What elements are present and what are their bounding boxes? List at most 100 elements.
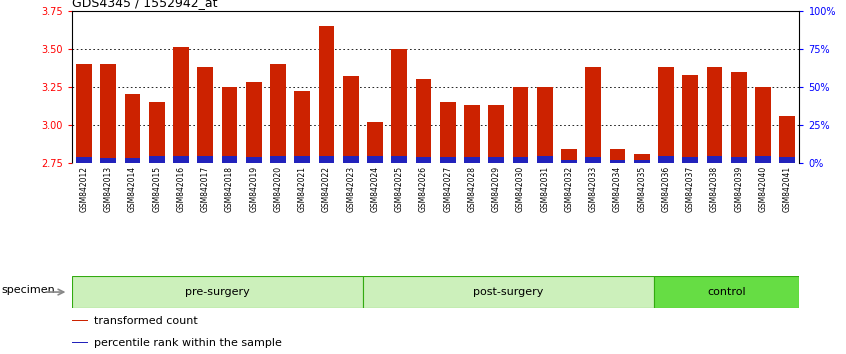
Text: pre-surgery: pre-surgery: [185, 287, 250, 297]
Text: GSM842015: GSM842015: [152, 166, 162, 212]
Bar: [197, 67, 213, 163]
Bar: [173, 47, 189, 163]
Text: GSM842023: GSM842023: [346, 166, 355, 212]
Text: GSM842031: GSM842031: [541, 166, 549, 212]
Bar: [610, 149, 625, 163]
Bar: [440, 157, 456, 163]
Text: GSM842016: GSM842016: [177, 166, 185, 212]
Bar: [779, 116, 795, 163]
Bar: [76, 64, 92, 163]
Bar: [610, 160, 625, 163]
Bar: [72, 320, 88, 321]
Bar: [654, 276, 799, 308]
Bar: [513, 87, 529, 163]
Text: GSM842038: GSM842038: [710, 166, 719, 212]
Text: GSM842032: GSM842032: [564, 166, 574, 212]
Text: GSM842027: GSM842027: [443, 166, 453, 212]
Bar: [392, 49, 407, 163]
Text: post-surgery: post-surgery: [473, 287, 544, 297]
Text: GSM842040: GSM842040: [759, 166, 767, 212]
Bar: [222, 156, 238, 163]
Text: GSM842041: GSM842041: [783, 166, 792, 212]
Bar: [101, 64, 116, 163]
Bar: [246, 82, 261, 163]
Bar: [415, 157, 431, 163]
Text: GSM842017: GSM842017: [201, 166, 210, 212]
Bar: [343, 76, 359, 163]
Bar: [561, 160, 577, 163]
Bar: [513, 157, 529, 163]
Bar: [464, 105, 480, 163]
Bar: [124, 94, 140, 163]
Text: GSM842025: GSM842025: [395, 166, 404, 212]
Bar: [488, 105, 504, 163]
Bar: [731, 72, 747, 163]
Bar: [392, 156, 407, 163]
Bar: [415, 79, 431, 163]
Text: GSM842035: GSM842035: [637, 166, 646, 212]
Bar: [197, 155, 213, 163]
Bar: [72, 276, 363, 308]
Bar: [585, 67, 602, 163]
Bar: [72, 342, 88, 343]
Text: control: control: [707, 287, 746, 297]
Text: GSM842026: GSM842026: [419, 166, 428, 212]
Text: GSM842022: GSM842022: [322, 166, 331, 212]
Bar: [634, 160, 650, 163]
Bar: [343, 156, 359, 163]
Text: transformed count: transformed count: [94, 316, 197, 326]
Bar: [270, 64, 286, 163]
Text: GSM842028: GSM842028: [468, 166, 476, 212]
Bar: [464, 157, 480, 163]
Bar: [706, 155, 722, 163]
Bar: [173, 155, 189, 163]
Text: specimen: specimen: [2, 285, 55, 296]
Bar: [124, 158, 140, 163]
Bar: [294, 91, 310, 163]
Text: GDS4345 / 1552942_at: GDS4345 / 1552942_at: [72, 0, 217, 10]
Bar: [683, 75, 698, 163]
Text: GSM842012: GSM842012: [80, 166, 89, 212]
Bar: [706, 67, 722, 163]
Text: GSM842021: GSM842021: [298, 166, 307, 212]
Bar: [149, 102, 165, 163]
Bar: [246, 157, 261, 163]
Text: GSM842034: GSM842034: [613, 166, 622, 212]
Bar: [658, 155, 674, 163]
Text: GSM842029: GSM842029: [492, 166, 501, 212]
Bar: [363, 276, 654, 308]
Text: GSM842033: GSM842033: [589, 166, 598, 212]
Bar: [149, 156, 165, 163]
Bar: [319, 26, 334, 163]
Bar: [367, 155, 383, 163]
Text: GSM842030: GSM842030: [516, 166, 525, 212]
Bar: [634, 154, 650, 163]
Bar: [76, 157, 92, 163]
Bar: [270, 156, 286, 163]
Bar: [755, 155, 771, 163]
Bar: [101, 158, 116, 163]
Bar: [779, 157, 795, 163]
Bar: [683, 157, 698, 163]
Text: GSM842036: GSM842036: [662, 166, 671, 212]
Bar: [367, 122, 383, 163]
Text: GSM842024: GSM842024: [371, 166, 380, 212]
Bar: [731, 157, 747, 163]
Bar: [585, 157, 602, 163]
Text: GSM842018: GSM842018: [225, 166, 234, 212]
Text: GSM842037: GSM842037: [686, 166, 695, 212]
Bar: [537, 156, 552, 163]
Bar: [537, 87, 552, 163]
Bar: [488, 157, 504, 163]
Bar: [658, 67, 674, 163]
Text: GSM842020: GSM842020: [273, 166, 283, 212]
Bar: [319, 155, 334, 163]
Text: percentile rank within the sample: percentile rank within the sample: [94, 338, 282, 348]
Bar: [222, 87, 238, 163]
Bar: [440, 102, 456, 163]
Bar: [561, 149, 577, 163]
Bar: [294, 156, 310, 163]
Text: GSM842039: GSM842039: [734, 166, 744, 212]
Text: GSM842014: GSM842014: [128, 166, 137, 212]
Text: GSM842013: GSM842013: [104, 166, 113, 212]
